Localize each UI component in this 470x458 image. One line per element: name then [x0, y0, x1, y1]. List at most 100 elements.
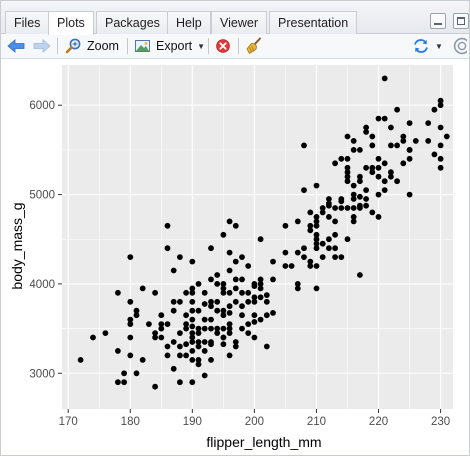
data-point [214, 272, 221, 278]
data-point [332, 254, 338, 260]
data-point [189, 334, 196, 341]
tab-help[interactable]: Help [167, 11, 211, 34]
data-point [170, 267, 177, 274]
data-point [226, 289, 233, 296]
pane-tab-bar: Files Plots Packages Help Viewer Present… [1, 1, 469, 35]
tab-packages[interactable]: Packages [96, 11, 169, 34]
data-point [313, 218, 320, 225]
data-point [177, 343, 183, 350]
data-point [164, 343, 171, 350]
data-point [220, 285, 227, 292]
data-point [251, 294, 258, 301]
clear-all-plots-button[interactable] [245, 36, 263, 56]
data-point [201, 348, 208, 354]
remove-plot-button[interactable] [215, 36, 231, 56]
data-point [313, 240, 320, 247]
data-point [294, 285, 301, 292]
data-point [189, 258, 196, 265]
data-point [214, 281, 221, 287]
data-point [208, 325, 214, 332]
data-point [369, 169, 376, 176]
data-point [208, 316, 214, 323]
data-point [350, 191, 357, 198]
data-point [375, 191, 382, 198]
refresh-plot-button[interactable]: ▼ [412, 36, 443, 56]
data-point [388, 173, 394, 180]
data-point [226, 325, 233, 332]
y-tick-label: 4000 [29, 279, 55, 291]
data-point [350, 214, 357, 220]
data-point [288, 263, 295, 269]
data-point [158, 325, 165, 332]
x-tick-label: 220 [369, 416, 388, 428]
minimize-icon [434, 23, 442, 25]
publish-icon [453, 37, 467, 55]
x-axis-title: flipper_length_mm [206, 434, 321, 450]
data-point [170, 339, 177, 345]
data-point [195, 361, 202, 368]
data-point [201, 289, 208, 296]
previous-plot-button[interactable] [7, 36, 25, 56]
data-point [381, 160, 388, 167]
data-point [257, 236, 264, 243]
data-point [375, 164, 382, 171]
tab-files[interactable]: Files [5, 11, 50, 34]
publish-button[interactable] [453, 36, 467, 56]
data-point [369, 209, 376, 216]
x-tick-label: 200 [245, 416, 264, 428]
arrow-left-icon [7, 39, 25, 53]
x-axis: 170 180 190 200 210 220 230 [59, 409, 450, 428]
data-point [245, 298, 252, 305]
magnifier-icon [65, 38, 81, 54]
data-point [406, 191, 413, 198]
data-point [406, 120, 413, 126]
maximize-pane-button[interactable] [453, 13, 469, 29]
data-point [208, 276, 214, 283]
data-point [406, 147, 413, 153]
data-point [189, 307, 196, 314]
data-point [232, 343, 239, 350]
data-point [270, 310, 276, 316]
data-point [195, 330, 202, 336]
tab-viewer[interactable]: Viewer [211, 11, 267, 34]
data-point [220, 281, 227, 287]
data-point [381, 115, 388, 122]
data-point [232, 285, 239, 292]
remove-plot-icon [216, 39, 230, 53]
export-menu-button[interactable]: Export ▼ [134, 36, 205, 56]
data-point [375, 115, 382, 122]
data-point [90, 334, 96, 341]
next-plot-button[interactable] [33, 36, 51, 56]
data-point [189, 316, 196, 323]
data-point [239, 325, 245, 332]
data-point [208, 357, 214, 363]
data-point [232, 339, 239, 345]
data-point [363, 124, 369, 131]
data-point [220, 289, 227, 296]
data-point [313, 236, 320, 243]
data-point [195, 307, 202, 314]
data-point [158, 334, 165, 341]
data-point [127, 298, 134, 305]
data-point [239, 276, 245, 283]
data-point [226, 310, 233, 316]
tab-plots[interactable]: Plots [48, 11, 94, 35]
data-point [245, 330, 252, 336]
data-point [369, 164, 376, 171]
data-point [332, 218, 338, 225]
data-point [332, 205, 338, 211]
tab-presentation[interactable]: Presentation [269, 11, 358, 34]
data-point [313, 182, 320, 189]
data-point [344, 205, 351, 211]
data-point [220, 334, 227, 341]
data-point [357, 173, 363, 180]
minimize-pane-button[interactable] [430, 13, 446, 29]
data-point [257, 316, 264, 323]
data-point [313, 222, 320, 229]
data-point [357, 147, 363, 153]
data-point [164, 352, 171, 359]
zoom-button[interactable]: Zoom [65, 36, 119, 56]
data-point [294, 249, 301, 256]
data-point [400, 138, 407, 144]
data-point [257, 285, 264, 292]
